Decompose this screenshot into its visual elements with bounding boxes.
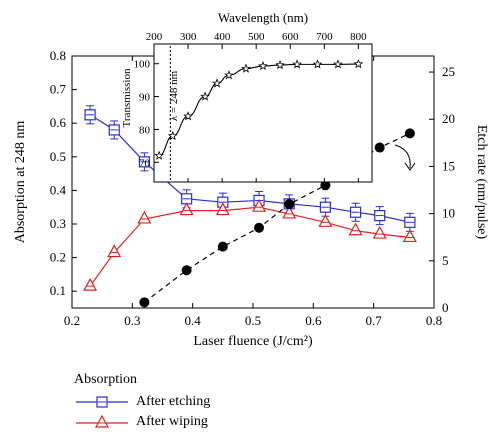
inset-star-marker <box>212 78 222 88</box>
legend-square-marker-icon <box>76 396 128 408</box>
y-tick-label: 0.6 <box>50 115 67 130</box>
circle-marker <box>320 180 331 191</box>
inset-x-tick-label: 500 <box>248 31 265 43</box>
y-tick-label: 0.1 <box>50 283 66 298</box>
inset-star-marker <box>292 59 302 69</box>
right-y-tick-label: 15 <box>442 158 455 173</box>
right-y-tick-label: 10 <box>442 206 455 221</box>
y-tick-label: 0.5 <box>50 149 66 164</box>
legend-label-after-wiping: After wiping <box>136 414 208 429</box>
x-tick-label: 0.8 <box>426 313 442 328</box>
y-tick-label: 0.7 <box>50 82 67 97</box>
y-tick-label: 0.4 <box>50 182 67 197</box>
inset-star-marker <box>224 70 234 80</box>
circle-marker <box>374 142 385 153</box>
inset-frame <box>153 43 373 183</box>
legend-item-after-etching: After etching <box>74 392 210 412</box>
inset-x-tick-label: 200 <box>146 31 163 43</box>
y-tick-label: 0.8 <box>50 48 66 63</box>
inset-y-tick-label: 70 <box>139 157 151 169</box>
inset-y-tick-label: 100 <box>134 59 151 71</box>
inset-star-marker <box>312 59 323 69</box>
x-axis-label: Laser fluence (J/cm²) <box>193 334 313 349</box>
circle-marker <box>181 265 192 276</box>
series-line-1 <box>89 206 410 287</box>
triangle-marker <box>83 277 98 291</box>
triangle-marker <box>348 222 363 236</box>
x-tick-label: 0.3 <box>124 313 140 328</box>
inset-wavelength-annotation: λ = 248 nm <box>168 70 180 121</box>
inset-star-marker <box>333 59 343 69</box>
inset-star-marker <box>258 60 268 71</box>
legend-item-after-wiping: After wiping <box>74 412 210 432</box>
inset-star-marker <box>200 91 210 101</box>
inset-star-marker <box>241 63 251 73</box>
inset-y-tick-label: 80 <box>139 124 151 136</box>
inset-star-marker <box>183 111 193 121</box>
triangle-marker <box>318 214 333 227</box>
x-tick-label: 0.6 <box>305 313 322 328</box>
triangle-marker <box>179 202 194 216</box>
triangle-marker <box>137 210 152 224</box>
inset-y-tick-label: 90 <box>139 92 151 104</box>
triangle-marker <box>372 225 387 239</box>
main-axis-ticks: 0.2 0.3 0.4 0.5 0.6 0.7 0.8 0.1 0.2 0.3 0.4 0.5 0.6 0… <box>50 48 455 328</box>
inset-axis-ticks: 200 300 400 500 600 700 800 70 80 90 100 <box>134 31 367 182</box>
inset-x-tick-label: 600 <box>282 31 299 43</box>
legend-title: Absorption <box>74 372 137 387</box>
inset-x-tick-label: 400 <box>214 31 231 43</box>
main-plot-area <box>83 105 417 308</box>
right-y-tick-label: 5 <box>442 253 449 268</box>
inset-star-marker <box>353 58 364 69</box>
triangle-marker <box>282 205 297 219</box>
inset-star-marker <box>154 150 164 160</box>
legend: Absorption After etching After wiping <box>74 372 210 432</box>
right-axis-arrow-head <box>404 162 416 171</box>
circle-marker <box>139 297 150 308</box>
inset-x-axis-label: Wavelength (nm) <box>218 10 308 25</box>
inset-y-axis-label: Transmission <box>121 68 133 127</box>
right-axis-arrow <box>394 144 411 169</box>
right-y-tick-label: 0 <box>442 300 449 315</box>
y-axis-label: Absorption at 248 nm <box>13 121 28 244</box>
x-tick-label: 0.7 <box>366 313 383 328</box>
triangle-marker <box>402 229 417 243</box>
legend-label-after-etching: After etching <box>136 394 211 409</box>
inset-star-marker <box>275 59 285 70</box>
circle-marker <box>217 241 228 252</box>
triangle-marker <box>252 198 267 212</box>
x-tick-label: 0.2 <box>64 313 80 328</box>
right-y-tick-label: 20 <box>442 111 455 126</box>
legend-triangle-marker-icon <box>76 414 128 428</box>
inset-plot-area <box>154 46 364 182</box>
inset-x-tick-label: 800 <box>350 31 367 43</box>
x-tick-label: 0.4 <box>185 313 202 328</box>
y-tick-label: 0.3 <box>50 216 66 231</box>
circle-marker <box>284 199 295 210</box>
triangle-marker <box>215 202 230 216</box>
x-tick-label: 0.5 <box>245 313 261 328</box>
circle-marker <box>404 128 415 139</box>
circle-marker <box>254 222 265 233</box>
inset-x-tick-label: 700 <box>316 31 333 43</box>
inset-star-marker <box>167 130 178 141</box>
y-tick-label: 0.2 <box>50 250 66 265</box>
right-y-axis-label: Etch rate (nm/pulse) <box>474 125 489 240</box>
triangle-marker <box>107 244 122 258</box>
inset-x-tick-label: 300 <box>180 31 197 43</box>
right-y-tick-label: 25 <box>442 64 455 79</box>
